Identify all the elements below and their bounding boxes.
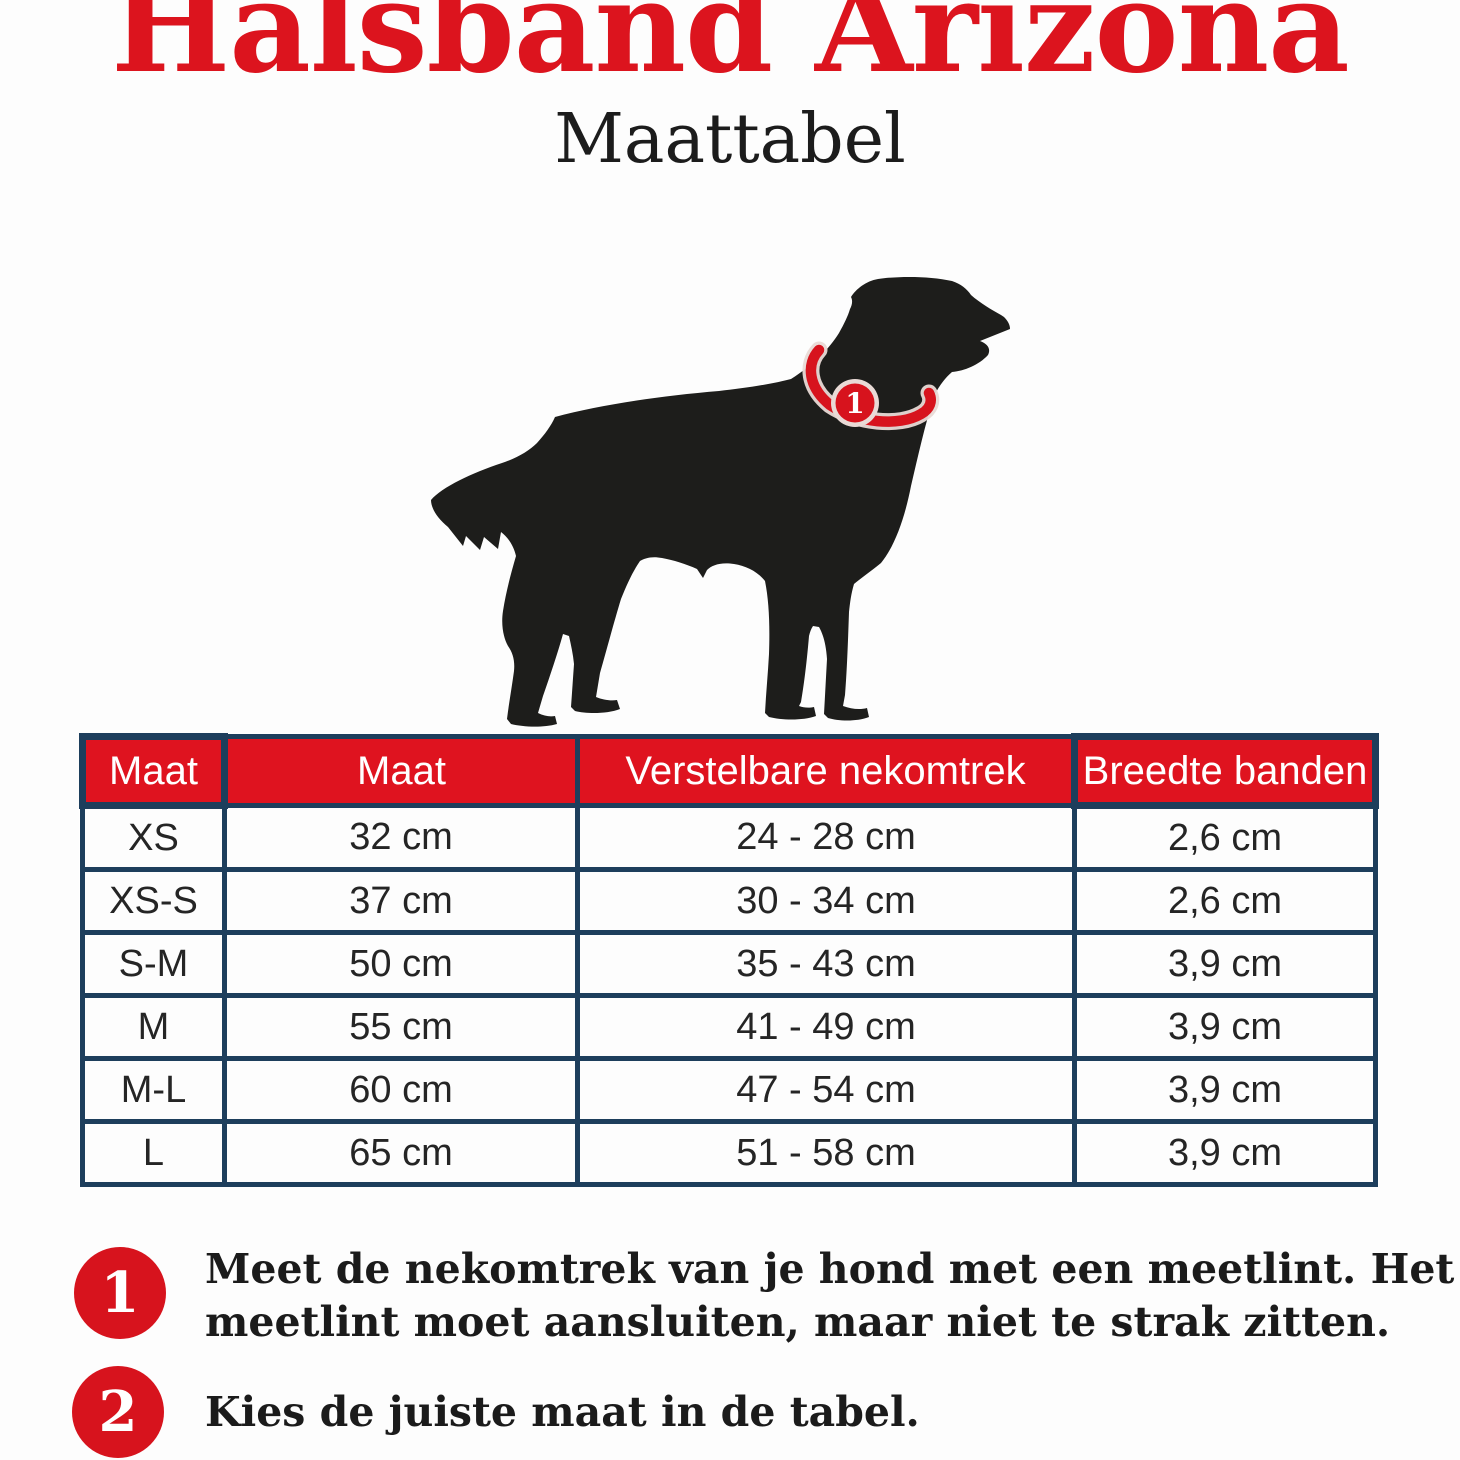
cell-length: 37 cm (222, 867, 580, 935)
collar-band (805, 344, 936, 427)
cell-length: 65 cm (222, 1119, 580, 1187)
cell-neck-range: 30 - 34 cm (575, 867, 1077, 935)
collar-marker-number: 1 (845, 387, 864, 420)
step-2-text: Kies de juiste maat in de tabel. (205, 1386, 920, 1439)
cell-length: 55 cm (222, 993, 580, 1061)
cell-size: S-M (80, 930, 227, 998)
page-subtitle: Maattabel (554, 100, 906, 179)
column-header-maat-2: Maat (222, 734, 580, 808)
column-header-breedte: Breedte banden (1071, 733, 1379, 809)
cell-neck-range: 51 - 58 cm (575, 1119, 1077, 1187)
cell-size: L (80, 1119, 227, 1187)
column-header-nekomtrek: Verstelbare nekomtrek (575, 734, 1077, 808)
table-row-m: M 55 cm 41 - 49 cm 3,9 cm (80, 993, 1378, 1061)
step-1-text: Meet de nekomtrek van je hond met een me… (205, 1243, 1454, 1349)
table-row-m-l: M-L 60 cm 47 - 54 cm 3,9 cm (80, 1056, 1378, 1124)
cell-band-width: 2,6 cm (1072, 867, 1378, 935)
cell-neck-range: 35 - 43 cm (575, 930, 1077, 998)
step-1-number: 1 (100, 1260, 140, 1326)
table-row-s-m: S-M 50 cm 35 - 43 cm 3,9 cm (80, 930, 1378, 998)
cell-band-width: 3,9 cm (1072, 1056, 1378, 1124)
step-2-badge: 2 (72, 1366, 164, 1458)
cell-neck-range: 24 - 28 cm (575, 803, 1077, 872)
size-table: Maat Maat Verstelbare nekomtrek Breedte … (79, 733, 1379, 1187)
cell-size: XS-S (80, 867, 227, 935)
step-2-line-1: Kies de juiste maat in de tabel. (205, 1388, 920, 1436)
step-1-badge: 1 (74, 1247, 166, 1339)
dog-silhouette-icon: 1 (431, 276, 1010, 727)
cell-size: XS (80, 803, 227, 872)
cell-length: 50 cm (222, 930, 580, 998)
cell-length: 60 cm (222, 1056, 580, 1124)
cell-size: M-L (80, 1056, 227, 1124)
step-1-line-2: meetlint moet aansluiten, maar niet te s… (205, 1298, 1391, 1346)
cell-band-width: 3,9 cm (1072, 930, 1378, 998)
dog-collar-diagram: 1 (420, 265, 1040, 735)
size-table-header-row: Maat Maat Verstelbare nekomtrek Breedte … (79, 733, 1379, 809)
table-row-xs: XS 32 cm 24 - 28 cm 2,6 cm (80, 803, 1378, 872)
step-2-number: 2 (98, 1379, 138, 1445)
cell-length: 32 cm (222, 803, 580, 872)
page-title: Halsband Arizona (111, 0, 1350, 101)
step-1-line-1: Meet de nekomtrek van je hond met een me… (205, 1245, 1455, 1293)
table-row-xs-s: XS-S 37 cm 30 - 34 cm 2,6 cm (80, 867, 1378, 935)
dog-silhouette (431, 276, 1010, 727)
cell-band-width: 3,9 cm (1072, 993, 1378, 1061)
cell-size: M (80, 993, 227, 1061)
table-row-l: L 65 cm 51 - 58 cm 3,9 cm (80, 1119, 1378, 1187)
cell-neck-range: 41 - 49 cm (575, 993, 1077, 1061)
cell-band-width: 2,6 cm (1072, 803, 1378, 872)
cell-neck-range: 47 - 54 cm (575, 1056, 1077, 1124)
collar-marker-circle (835, 383, 875, 423)
cell-band-width: 3,9 cm (1072, 1119, 1378, 1187)
column-header-maat-1: Maat (79, 733, 228, 809)
